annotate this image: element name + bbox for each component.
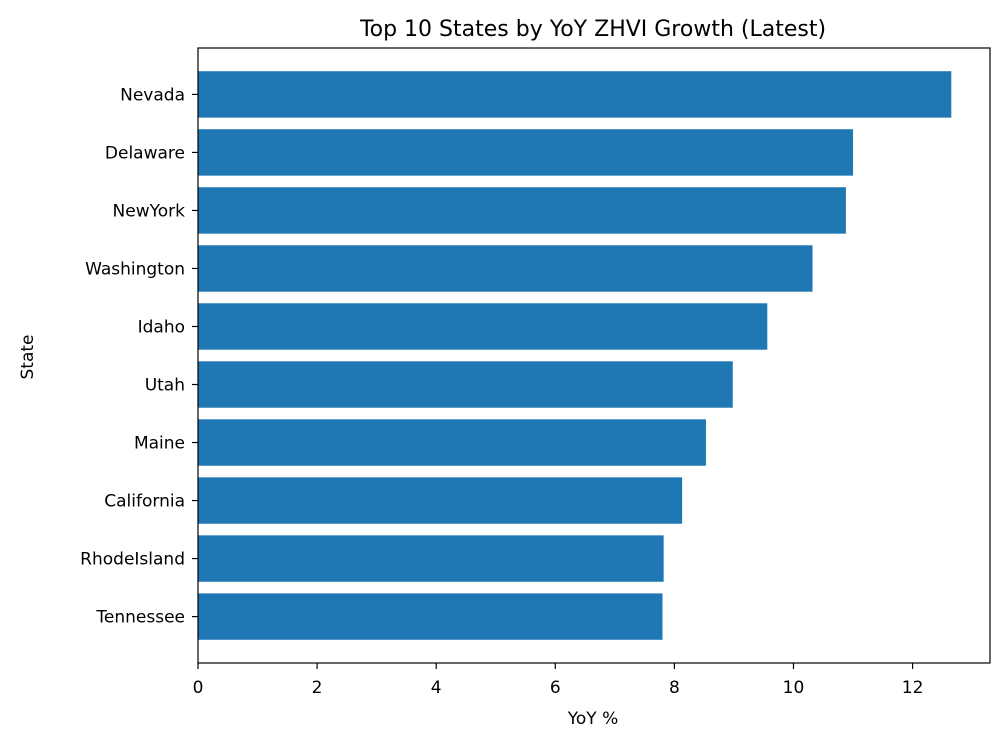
x-tick-label: 2: [312, 678, 323, 698]
x-tick-label: 6: [550, 678, 561, 698]
chart-title: Top 10 States by YoY ZHVI Growth (Latest…: [359, 17, 826, 42]
x-axis-ticks: 0 2 4 6 8 10 12: [193, 663, 924, 698]
bar-california: [198, 477, 683, 524]
x-tick-label: 8: [669, 678, 680, 698]
y-tick-label: California: [104, 492, 185, 512]
y-tick-label: Utah: [145, 376, 185, 396]
y-tick-label: Washington: [85, 259, 185, 279]
y-axis-label: State: [18, 335, 38, 380]
bar-newyork: [198, 187, 846, 234]
bar-tennessee: [198, 593, 663, 640]
bar-nevada: [198, 71, 952, 118]
y-tick-label: RhodeIsland: [80, 550, 185, 570]
y-axis-ticks: Nevada Delaware NewYork Washington Idaho Utah…: [80, 85, 198, 628]
y-tick-label: Delaware: [105, 143, 185, 163]
plot-frame: [197, 47, 991, 664]
x-tick-label: 12: [902, 678, 924, 698]
x-tick-label: 4: [431, 678, 442, 698]
bars-layer: [198, 71, 952, 640]
bar-maine: [198, 419, 706, 466]
bar-utah: [198, 361, 733, 408]
x-tick-label: 10: [783, 678, 805, 698]
y-tick-label: NewYork: [113, 201, 186, 221]
y-tick-label: Maine: [134, 434, 185, 454]
bar-delaware: [198, 129, 854, 176]
x-axis-label: YoY %: [567, 709, 618, 729]
y-tick-label: Tennessee: [95, 608, 185, 628]
bar-idaho: [198, 303, 768, 350]
y-tick-label: Idaho: [138, 317, 185, 337]
y-tick-label: Nevada: [120, 85, 185, 105]
x-tick-label: 0: [193, 678, 204, 698]
bar-rhodeisland: [198, 535, 664, 582]
bar-washington: [198, 245, 813, 292]
